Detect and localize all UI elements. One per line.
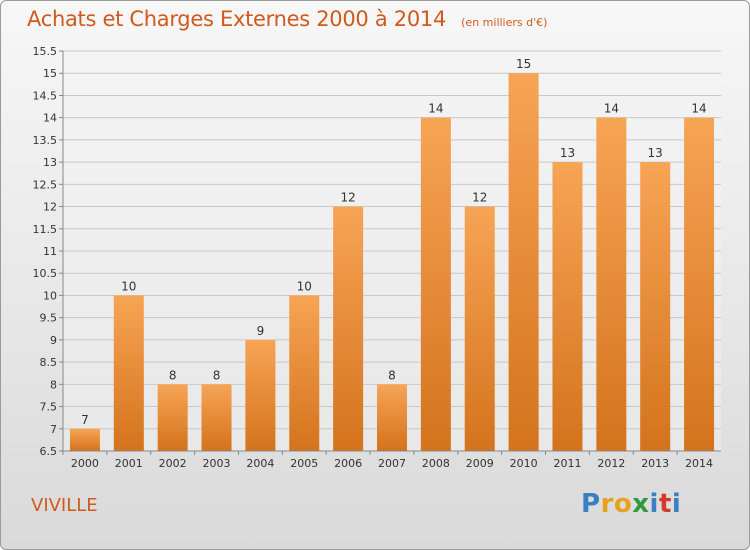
bar-value-label: 14 [604, 102, 619, 116]
y-tick-label: 9 [50, 334, 57, 347]
y-tick-label: 15.5 [33, 45, 58, 58]
bar-2005 [289, 295, 320, 451]
bar-value-label: 8 [169, 368, 177, 382]
y-tick-label: 13 [43, 156, 57, 169]
x-tick-label: 2006 [334, 457, 362, 470]
logo-letter: i [671, 489, 682, 519]
y-tick-label: 12 [43, 201, 57, 214]
y-tick-label: 11.5 [33, 223, 58, 236]
x-tick-label: 2004 [246, 457, 274, 470]
bar-value-label: 7 [81, 413, 89, 427]
chart-subtitle: (en milliers d'€) [461, 16, 548, 29]
bar-value-label: 10 [297, 279, 312, 293]
y-tick-label: 15 [43, 67, 57, 80]
x-tick-label: 2000 [71, 457, 99, 470]
x-tick-label: 2011 [553, 457, 581, 470]
bar-2007 [377, 384, 407, 451]
y-tick-label: 13.5 [33, 134, 58, 147]
y-tick-label: 14.5 [33, 89, 58, 102]
logo-letter: t [658, 489, 672, 519]
bar-2013 [640, 162, 671, 451]
y-tick-label: 14 [43, 112, 57, 125]
bar-value-label: 8 [213, 368, 221, 382]
chart-title: Achats et Charges Externes 2000 à 2014 [27, 7, 447, 31]
y-tick-label: 6.5 [40, 445, 58, 458]
x-tick-label: 2002 [159, 457, 187, 470]
x-tick-label: 2005 [290, 457, 318, 470]
y-tick-label: 10.5 [33, 267, 58, 280]
x-tick-label: 2003 [203, 457, 231, 470]
logo-letter: o [613, 489, 633, 519]
bar-2008 [420, 117, 451, 452]
bar-value-label: 9 [257, 324, 265, 338]
y-tick-label: 11 [43, 245, 57, 258]
bar-2002 [157, 384, 188, 451]
bar-2000 [69, 428, 100, 451]
x-tick-label: 2009 [466, 457, 494, 470]
y-tick-label: 8.5 [40, 356, 58, 369]
bar-2004 [245, 339, 276, 451]
bar-value-label: 8 [388, 368, 396, 382]
title-row: Achats et Charges Externes 2000 à 2014 (… [27, 7, 547, 31]
bar-value-label: 13 [648, 146, 663, 160]
x-tick-label: 2008 [422, 457, 450, 470]
bar-value-label: 12 [340, 191, 355, 205]
y-tick-label: 7 [50, 423, 57, 436]
logo-letter: P [581, 489, 601, 519]
x-tick-label: 2012 [597, 457, 625, 470]
y-tick-label: 12.5 [33, 178, 58, 191]
bar-2014 [684, 117, 715, 452]
bar-value-label: 12 [472, 191, 487, 205]
bar-value-label: 14 [691, 102, 706, 116]
bar-value-label: 13 [560, 146, 575, 160]
bar-2009 [464, 206, 495, 451]
x-tick-label: 2013 [641, 457, 669, 470]
y-tick-label: 9.5 [40, 312, 58, 325]
logo-letter: i [649, 489, 659, 519]
bar-2011 [552, 162, 583, 451]
y-tick-label: 7.5 [40, 401, 58, 414]
bar-2006 [333, 206, 364, 451]
x-tick-label: 2007 [378, 457, 406, 470]
bar-value-label: 14 [428, 102, 443, 116]
bar-2001 [113, 295, 144, 451]
x-tick-label: 2001 [115, 457, 143, 470]
proxiti-logo: Proxiti [581, 489, 681, 519]
logo-letter: r [600, 489, 614, 519]
logo-letter: x [632, 489, 650, 519]
y-tick-label: 8 [50, 378, 57, 391]
x-tick-label: 2010 [510, 457, 538, 470]
y-tick-label: 10 [43, 289, 57, 302]
bar-2010 [508, 73, 539, 451]
commune-name: VIVILLE [31, 495, 98, 516]
x-tick-label: 2014 [685, 457, 713, 470]
bar-2012 [596, 117, 627, 452]
bar-value-label: 10 [121, 279, 136, 293]
bar-2003 [201, 384, 232, 451]
bar-value-label: 15 [516, 57, 531, 71]
